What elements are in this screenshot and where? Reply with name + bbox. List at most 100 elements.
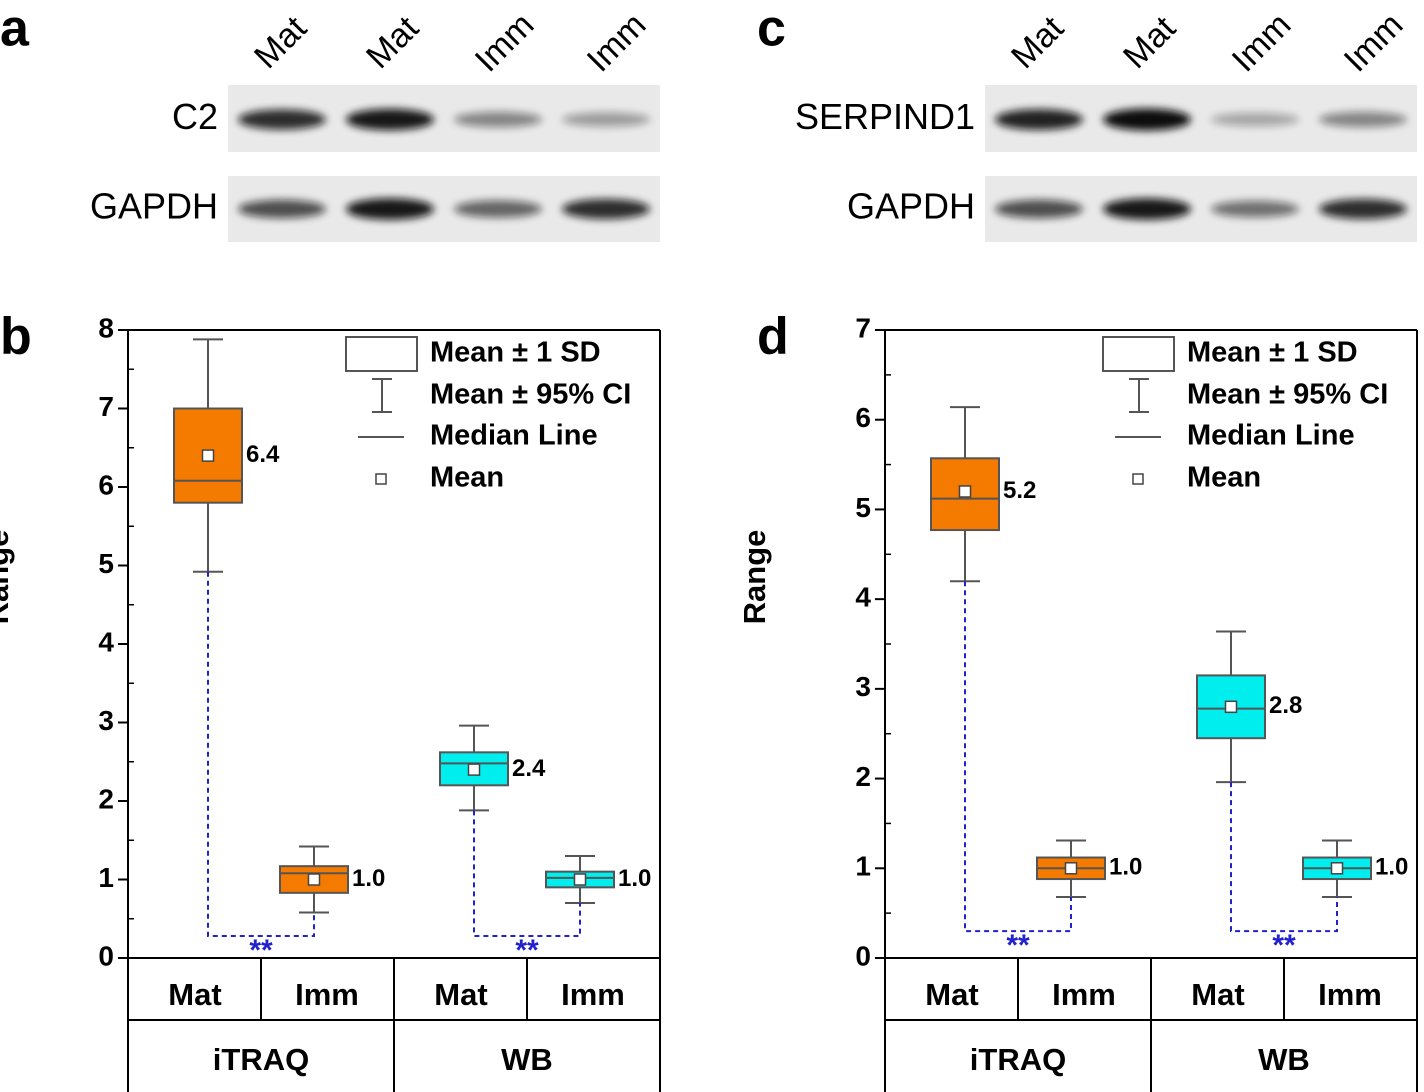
- blot-band: [995, 109, 1083, 130]
- y-tick-label: 1: [98, 862, 114, 893]
- panel-label: d: [757, 308, 789, 366]
- blot-band: [454, 111, 542, 128]
- y-tick-label: 5: [98, 548, 114, 579]
- category-label: Imm: [1318, 977, 1382, 1012]
- category-label: Mat: [925, 977, 978, 1012]
- legend-box-symbol: [1102, 336, 1175, 372]
- mean-marker: [1224, 700, 1238, 714]
- blot-band: [238, 109, 326, 130]
- y-tick-label: 3: [98, 705, 114, 736]
- blot-band: [1211, 112, 1299, 127]
- group-label: iTRAQ: [970, 1042, 1066, 1077]
- legend-box-symbol: [345, 336, 418, 372]
- legend-label: Mean: [1187, 462, 1261, 494]
- blot-row-label: GAPDH: [847, 186, 975, 227]
- mean-marker: [1330, 862, 1344, 875]
- y-tick-label: 2: [98, 783, 114, 814]
- mean-marker: [201, 449, 215, 462]
- y-tick-label: 7: [98, 391, 114, 422]
- legend-mean-symbol: [375, 473, 387, 485]
- value-label: 1.0: [1375, 854, 1408, 881]
- category-label: Imm: [295, 977, 359, 1012]
- legend-label: Mean: [430, 462, 504, 494]
- blot-row-label: GAPDH: [90, 186, 218, 227]
- value-label: 6.4: [246, 441, 280, 468]
- lane-label: Imm: [1225, 6, 1299, 80]
- significance-label: **: [1272, 929, 1296, 962]
- blot-band: [454, 200, 542, 218]
- group-label: iTRAQ: [213, 1042, 309, 1077]
- y-tick-label: 4: [855, 582, 871, 613]
- y-tick-label: 6: [855, 402, 871, 433]
- group-label: WB: [1258, 1042, 1310, 1077]
- mean-marker: [1064, 862, 1078, 875]
- value-label: 1.0: [618, 865, 651, 892]
- value-label: 1.0: [1109, 854, 1142, 881]
- y-tick-label: 5: [855, 492, 871, 523]
- y-tick-label: 7: [855, 312, 871, 343]
- blot-band: [346, 108, 434, 131]
- legend-label: Median Line: [1187, 420, 1355, 452]
- y-tick-label: 3: [855, 671, 871, 702]
- category-label: Mat: [1191, 977, 1244, 1012]
- legend-label: Mean ± 1 SD: [430, 337, 601, 369]
- blot-band: [346, 198, 434, 220]
- significance-bracket: [207, 571, 315, 938]
- significance-label: **: [515, 934, 539, 967]
- y-tick-label: 2: [855, 761, 871, 792]
- blot-band: [1319, 198, 1407, 220]
- blot-band: [1211, 200, 1299, 218]
- lane-label: Mat: [1004, 9, 1071, 76]
- legend-label: Mean ± 95% CI: [430, 379, 631, 411]
- blot-band: [562, 112, 650, 127]
- lane-label: Imm: [580, 6, 654, 80]
- category-label: Mat: [434, 977, 487, 1012]
- y-tick-label: 0: [98, 940, 114, 971]
- blot-band: [1103, 198, 1191, 220]
- panel-label: a: [0, 0, 30, 58]
- legend-label: Mean ± 1 SD: [1187, 337, 1358, 369]
- y-axis-label: Range: [0, 530, 15, 625]
- value-label: 2.8: [1269, 692, 1302, 719]
- y-tick-label: 0: [855, 940, 871, 971]
- significance-label: **: [249, 934, 273, 967]
- blot-row-label: C2: [172, 96, 218, 137]
- mean-marker: [573, 873, 587, 886]
- mean-marker: [467, 763, 481, 776]
- significance-label: **: [1006, 929, 1030, 962]
- y-axis-label: Range: [737, 530, 772, 625]
- panel-label: c: [757, 0, 786, 58]
- blot-band: [562, 198, 650, 220]
- category-label: Mat: [168, 977, 221, 1012]
- y-tick-label: 6: [98, 469, 114, 500]
- mean-marker: [307, 873, 321, 886]
- significance-bracket: [1230, 782, 1338, 933]
- category-label: Imm: [561, 977, 625, 1012]
- lane-label: Mat: [247, 9, 314, 76]
- legend-whisker-symbol: [372, 378, 392, 413]
- y-tick-label: 4: [98, 626, 114, 657]
- value-label: 5.2: [1003, 477, 1036, 504]
- blot-band: [238, 199, 326, 219]
- lane-label: Mat: [1116, 9, 1183, 76]
- blot-band: [995, 199, 1083, 219]
- blot-band: [1319, 111, 1407, 128]
- box: [173, 407, 243, 504]
- blot-band: [1103, 108, 1191, 131]
- y-tick-label: 8: [98, 312, 114, 343]
- value-label: 2.4: [512, 755, 546, 782]
- legend-label: Mean ± 95% CI: [1187, 379, 1388, 411]
- y-tick-label: 1: [855, 851, 871, 882]
- group-label: WB: [501, 1042, 553, 1077]
- lane-label: Imm: [1337, 6, 1411, 80]
- lane-label: Imm: [468, 6, 542, 80]
- blot-row-label: SERPIND1: [795, 96, 975, 137]
- legend-whisker-symbol: [1129, 378, 1149, 413]
- category-label: Imm: [1052, 977, 1116, 1012]
- panel-label: b: [0, 308, 32, 366]
- lane-label: Mat: [359, 9, 426, 76]
- mean-marker: [958, 485, 972, 498]
- value-label: 1.0: [352, 865, 385, 892]
- significance-bracket: [964, 581, 1072, 933]
